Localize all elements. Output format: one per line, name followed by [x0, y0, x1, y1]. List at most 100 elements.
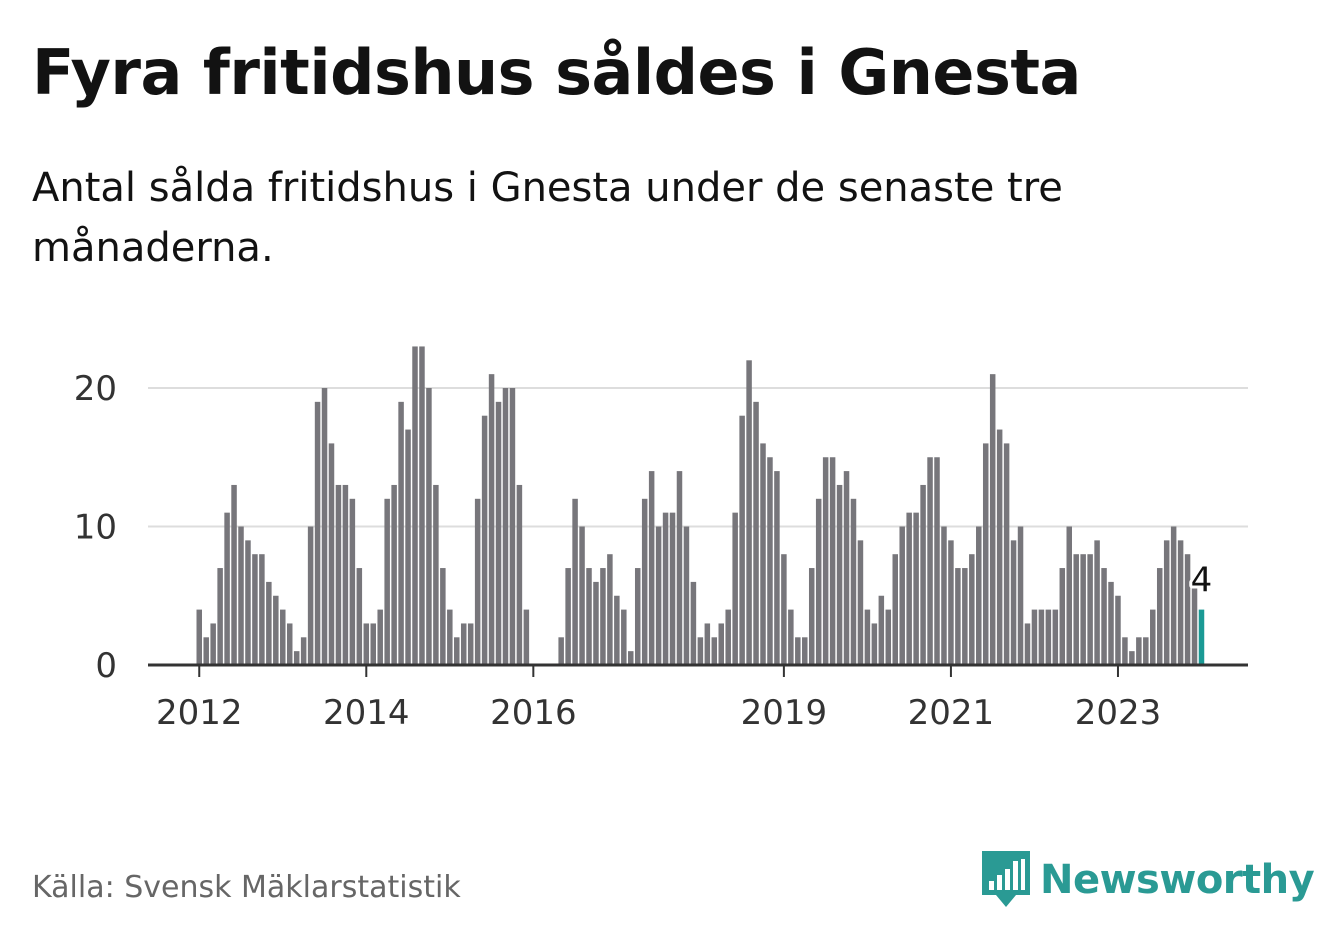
- bar: [795, 637, 801, 665]
- bar: [203, 637, 209, 665]
- bar: [1031, 609, 1038, 665]
- bar: [1024, 623, 1031, 665]
- bar: [1170, 526, 1177, 665]
- bar: [641, 498, 648, 665]
- bar-chart: 0 10 20 2012 2014 2016 2019 2021 2023 4: [74, 346, 1248, 733]
- bar: [474, 498, 481, 665]
- bar: [746, 360, 752, 665]
- bar: [600, 568, 606, 665]
- bar: [662, 512, 669, 665]
- bar: [273, 595, 279, 665]
- newsworthy-logo: Newsworthy: [982, 850, 1315, 910]
- bar: [314, 401, 321, 665]
- x-tick-label: 2014: [323, 693, 410, 733]
- bar: [989, 374, 996, 665]
- bar: [377, 609, 383, 665]
- bar: [454, 637, 460, 665]
- bar: [502, 388, 509, 665]
- bar: [405, 429, 411, 665]
- bar: [384, 498, 390, 665]
- bar: [412, 346, 418, 665]
- bar: [760, 443, 766, 665]
- bar: [1108, 581, 1114, 665]
- bar: [1198, 609, 1205, 665]
- bar: [1191, 581, 1198, 665]
- bar: [927, 457, 933, 665]
- logo-wordmark: Newsworthy: [1040, 857, 1315, 903]
- bar: [398, 401, 404, 665]
- bar: [885, 609, 892, 665]
- bar: [899, 526, 905, 665]
- x-tick-label: 2016: [490, 693, 577, 733]
- bar: [850, 498, 857, 665]
- bar: [969, 554, 975, 665]
- y-tick-label: 20: [74, 369, 117, 409]
- bar: [467, 623, 474, 665]
- bar: [516, 484, 523, 665]
- bar: [704, 623, 711, 665]
- bar: [210, 623, 216, 665]
- bar: [725, 609, 731, 665]
- bar: [767, 457, 773, 665]
- bar: [509, 388, 516, 665]
- bar: [934, 457, 940, 665]
- bar: [802, 637, 808, 665]
- bar: [941, 526, 947, 665]
- bar: [481, 415, 488, 665]
- bar: [1177, 540, 1184, 665]
- bar: [238, 526, 244, 665]
- bar: [955, 568, 961, 665]
- bar: [1101, 568, 1107, 665]
- bar: [808, 568, 815, 665]
- bar: [259, 554, 265, 665]
- bar: [676, 471, 683, 665]
- bar: [426, 388, 432, 665]
- bar: [1184, 554, 1191, 665]
- bar: [781, 554, 787, 665]
- bar: [1156, 568, 1163, 665]
- bar: [1052, 609, 1059, 665]
- bar: [607, 554, 613, 665]
- bar: [447, 609, 453, 665]
- bar: [286, 623, 293, 665]
- bar: [913, 512, 919, 665]
- bar: [1143, 637, 1149, 665]
- bar: [871, 623, 878, 665]
- bar: [718, 623, 724, 665]
- bar: [307, 526, 314, 665]
- y-tick-label: 0: [95, 646, 117, 686]
- bar: [293, 651, 300, 665]
- bar: [266, 581, 272, 665]
- newsworthy-bar-chart-icon: [982, 851, 1030, 907]
- bar: [370, 623, 376, 665]
- bar: [1087, 554, 1093, 665]
- bar: [648, 471, 655, 665]
- bar: [356, 568, 363, 665]
- x-tick-label: 2021: [908, 693, 995, 733]
- bar: [1059, 568, 1066, 665]
- bar: [363, 623, 370, 665]
- bar: [1136, 637, 1142, 665]
- chart-subtitle: Antal sålda fritidshus i Gnesta under de…: [32, 165, 1063, 271]
- bar: [460, 623, 467, 665]
- bar: [579, 526, 585, 665]
- bar: [829, 457, 836, 665]
- bar: [523, 609, 530, 665]
- bar: [1150, 609, 1156, 665]
- bar: [655, 526, 662, 665]
- bar: [892, 554, 898, 665]
- bar: [815, 498, 822, 665]
- bar: [774, 471, 780, 665]
- bar: [1017, 526, 1024, 665]
- bar: [558, 637, 564, 665]
- bar: [252, 554, 258, 665]
- bar: [565, 568, 571, 665]
- x-tick-label: 2023: [1075, 693, 1162, 733]
- y-tick-label: 10: [74, 508, 117, 548]
- bar: [231, 484, 237, 665]
- bar: [711, 637, 718, 665]
- bar: [836, 484, 843, 665]
- bar: [1066, 526, 1072, 665]
- bar: [788, 609, 794, 665]
- bar: [488, 374, 495, 665]
